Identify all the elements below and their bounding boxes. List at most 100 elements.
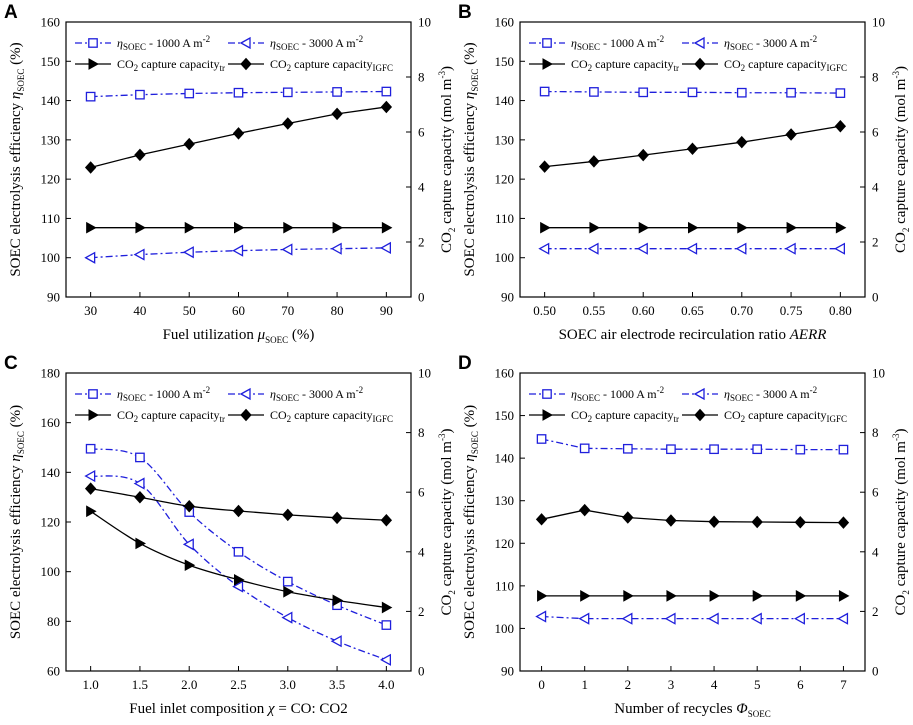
text-part: 70 [281,303,294,318]
text-part: SOEC electrolysis efficiency [462,99,478,277]
y-left-tick-label: 160 [41,15,61,30]
triangle-right-marker [542,58,554,70]
triangle-left-marker [793,612,805,625]
triangle-right-marker [666,590,677,602]
y-left-tick-label: 160 [41,415,61,430]
x-axis-title: SOEC air electrode recirculation ratio A… [559,327,827,343]
text-part: - 1000 A m [146,387,203,401]
diamond-marker [240,57,252,71]
y-right-axis-title: CO2 capture capacity (mol m-3) [891,66,911,253]
x-axis-title: Fuel utilization μSOEC (%) [163,327,315,345]
text-part: 140 [41,93,61,108]
text-part: 110 [41,211,60,226]
panel-b: B0.50 0.55 0.60 0.65 0.70 0.75 0.8090100110120… [458,2,911,343]
y-left-tick-label: 110 [41,211,60,226]
text-part: (%) [8,42,24,68]
text-part: 110 [495,211,514,226]
triangle-right-marker [580,590,591,602]
y-left-tick-label: 130 [495,493,515,508]
triangle-right-marker [234,221,245,234]
text-part: A [4,2,18,23]
y-right-tick-label: 0 [872,664,879,679]
text-part: 6 [418,485,425,500]
square-marker [666,444,676,455]
text-part: SOEC [730,42,753,52]
triangle-right-marker [381,221,393,234]
text-part: 4 [872,544,879,559]
text-part: 100 [41,250,61,265]
triangle-left-marker [621,612,633,625]
text-part: η [270,36,276,50]
diamond-marker [380,513,393,527]
text-part: Fuel utilization [163,327,258,343]
y-right-tick-label: 4 [872,544,879,559]
series-line [541,615,844,620]
legend-label: CO2 capture capacityIGFC [270,57,393,73]
text-part: 6 [418,125,425,140]
y-right-tick-label: 8 [872,70,879,85]
square-marker [88,389,98,399]
diamond-marker [588,155,600,168]
x-tick-label: 2.5 [230,677,246,692]
y-right-tick-label: 6 [872,125,879,140]
square-marker [233,546,244,557]
square-marker [622,443,633,454]
x-tick-label: 0.55 [583,303,606,318]
text-part: SOEC [748,709,771,719]
legend-label: CO2 capture capacitytr [117,57,225,73]
text-part: 1.5 [132,677,148,692]
text-part: SOEC [265,335,288,345]
text-part: 150 [41,54,61,69]
triangle-right-marker [737,221,748,234]
x-tick-label: 0.75 [780,303,803,318]
text-part: -2 [356,385,364,395]
legend-label: ηSOEC - 3000 A m-2 [724,385,817,403]
x-tick-label: 2.0 [181,677,197,692]
text-part: 0 [872,664,879,679]
series-line [90,510,387,609]
text-part: 0.60 [632,303,655,318]
x-tick-label: 30 [84,303,97,318]
text-part: 160 [495,15,515,30]
text-part: 2 [134,414,139,424]
diamond-marker [380,100,393,114]
x-tick-label: 4.0 [378,677,394,692]
text-part: η [724,387,730,401]
triangle-right-marker [283,221,294,234]
triangle-right-marker [184,221,196,234]
text-part: 0 [872,290,879,305]
diamond-marker [837,516,850,529]
text-part: SOEC electrolysis efficiency [8,99,24,277]
y-left-tick-label: 100 [41,564,61,579]
text-part: SOEC [16,69,26,92]
text-part: 90 [380,303,393,318]
x-tick-label: 60 [232,303,245,318]
triangle-left-marker [837,612,849,625]
text-part: CO [724,57,741,71]
text-part: 6 [872,485,879,500]
text-part: SOEC [470,69,480,92]
panel-letter: B [458,2,472,23]
series-3 [86,221,393,234]
y-right-tick-label: 8 [418,70,425,85]
text-part: - 1000 A m [600,36,657,50]
text-part: -2 [657,34,665,44]
x-tick-label: 0.70 [730,303,753,318]
text-part: IGFC [826,414,847,424]
text-part: 10 [872,366,885,381]
text-part: CO [270,57,287,71]
x-tick-label: 0.65 [681,303,704,318]
y-left-tick-label: 160 [495,366,515,381]
y-right-tick-label: 2 [872,235,879,250]
y-right-tick-label: 6 [418,125,425,140]
text-part: 2.0 [181,677,197,692]
triangle-left-marker [84,251,96,264]
diamond-marker [622,511,634,524]
text-part: 130 [495,493,515,508]
text-part: 30 [84,303,97,318]
text-part: SOEC [470,431,480,454]
text-part: 0 [538,677,545,692]
y-right-tick-label: 0 [418,664,425,679]
text-part: 160 [41,15,61,30]
diamond-marker [282,508,294,522]
